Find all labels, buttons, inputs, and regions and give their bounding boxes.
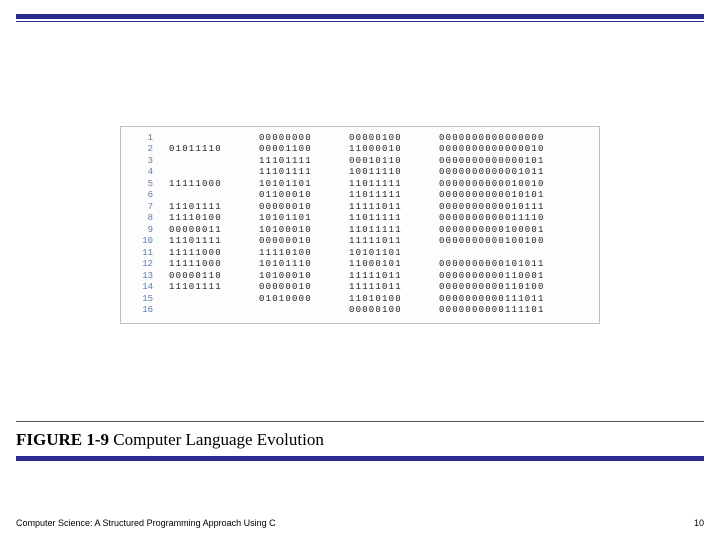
code-col: 0000000000100100 [439, 236, 589, 248]
code-col: 01100010 [259, 190, 349, 202]
code-row: 6 01100010110111110000000000010101 [131, 190, 589, 202]
code-col: 11010100 [349, 294, 439, 306]
code-col: 0000000000001011 [439, 167, 589, 179]
code-col: 0000000000111101 [439, 305, 589, 317]
code-row: 10 11101111000000101111101100000000001001… [131, 236, 589, 248]
slide-page: 1000000000000010000000000000000002010111… [0, 0, 720, 540]
code-col: 11011111 [349, 225, 439, 237]
row-number: 6 [131, 190, 153, 202]
top-rule-thick [16, 14, 704, 19]
row-number: 4 [131, 167, 153, 179]
code-col: 11111011 [349, 236, 439, 248]
code-col: 11101111 [259, 156, 349, 168]
code-row: 5 111110001010110111011111000000000001001… [131, 179, 589, 191]
code-col: 11111000 [169, 259, 259, 271]
code-col: 11111011 [349, 202, 439, 214]
code-col: 11101111 [169, 202, 259, 214]
code-col: 0000000000010101 [439, 190, 589, 202]
figure-title: Computer Language Evolution [113, 430, 324, 449]
row-number: 11 [131, 248, 153, 260]
code-col: 0000000000000000 [439, 133, 589, 145]
row-number: 3 [131, 156, 153, 168]
code-col: 00000010 [259, 282, 349, 294]
code-row: 14 11101111000000101111101100000000001101… [131, 282, 589, 294]
code-row: 16 000001000000000000111101 [131, 305, 589, 317]
code-col: 11000010 [349, 144, 439, 156]
code-col: 11000101 [349, 259, 439, 271]
footer-page-number: 10 [694, 518, 704, 528]
code-col: 11101111 [259, 167, 349, 179]
code-row: 1 00000000000001000000000000000000 [131, 133, 589, 145]
code-row: 15 01010000110101000000000000111011 [131, 294, 589, 306]
code-row: 4 11101111100111100000000000001011 [131, 167, 589, 179]
code-col: 11011111 [349, 179, 439, 191]
code-col: 0000000000010010 [439, 179, 589, 191]
code-col: 10011110 [349, 167, 439, 179]
code-row: 13 00000110101000101111101100000000001100… [131, 271, 589, 283]
code-col: 01011110 [169, 144, 259, 156]
row-number: 16 [131, 305, 153, 317]
code-col: 0000000000101011 [439, 259, 589, 271]
caption-rule-bottom [16, 456, 704, 461]
code-col: 11111011 [349, 282, 439, 294]
machine-code-box: 1000000000000010000000000000000002010111… [120, 126, 600, 324]
code-col: 0000000000000010 [439, 144, 589, 156]
figure-caption: FIGURE 1-9 Computer Language Evolution [16, 422, 704, 456]
code-col: 00000100 [349, 305, 439, 317]
row-number: 12 [131, 259, 153, 271]
code-col: 0000000000011110 [439, 213, 589, 225]
row-number: 7 [131, 202, 153, 214]
code-col: 11110100 [169, 213, 259, 225]
row-number: 8 [131, 213, 153, 225]
code-col: 10100010 [259, 271, 349, 283]
code-col: 00000010 [259, 202, 349, 214]
code-col: 0000000000100001 [439, 225, 589, 237]
code-row: 12 11111000101011101100010100000000001010… [131, 259, 589, 271]
code-row: 11 111110001111010010101101 [131, 248, 589, 260]
code-col: 10101110 [259, 259, 349, 271]
code-col: 00001100 [259, 144, 349, 156]
code-col: 11101111 [169, 282, 259, 294]
code-row: 9 000000111010001011011111000000000010000… [131, 225, 589, 237]
row-number: 9 [131, 225, 153, 237]
code-row: 8 111101001010110111011111000000000001111… [131, 213, 589, 225]
code-col: 00000000 [259, 133, 349, 145]
code-row: 3 11101111000101100000000000000101 [131, 156, 589, 168]
code-col: 10101101 [259, 213, 349, 225]
code-col: 11111000 [169, 248, 259, 260]
code-col: 10101101 [259, 179, 349, 191]
code-col: 11101111 [169, 236, 259, 248]
row-number: 13 [131, 271, 153, 283]
code-col: 00000110 [169, 271, 259, 283]
content-area: 1000000000000010000000000000000002010111… [16, 22, 704, 417]
row-number: 1 [131, 133, 153, 145]
code-col: 0000000000010111 [439, 202, 589, 214]
code-col: 0000000000110100 [439, 282, 589, 294]
figure-number: FIGURE 1-9 [16, 430, 109, 449]
row-number: 10 [131, 236, 153, 248]
code-col: 0000000000000101 [439, 156, 589, 168]
code-col: 0000000000111011 [439, 294, 589, 306]
row-number: 2 [131, 144, 153, 156]
code-col: 11111000 [169, 179, 259, 191]
code-col: 11111011 [349, 271, 439, 283]
code-col: 10100010 [259, 225, 349, 237]
code-row: 7 111011110000001011111011000000000001011… [131, 202, 589, 214]
code-col: 0000000000110001 [439, 271, 589, 283]
code-col: 00010110 [349, 156, 439, 168]
code-col: 11110100 [259, 248, 349, 260]
footer: Computer Science: A Structured Programmi… [16, 518, 704, 528]
code-col: 11011111 [349, 190, 439, 202]
row-number: 5 [131, 179, 153, 191]
code-col: 00000010 [259, 236, 349, 248]
code-col: 11011111 [349, 213, 439, 225]
code-col: 10101101 [349, 248, 439, 260]
code-row: 2 010111100000110011000010000000000000001… [131, 144, 589, 156]
footer-left: Computer Science: A Structured Programmi… [16, 518, 276, 528]
row-number: 14 [131, 282, 153, 294]
code-col: 00000011 [169, 225, 259, 237]
code-col: 00000100 [349, 133, 439, 145]
row-number: 15 [131, 294, 153, 306]
code-col: 01010000 [259, 294, 349, 306]
